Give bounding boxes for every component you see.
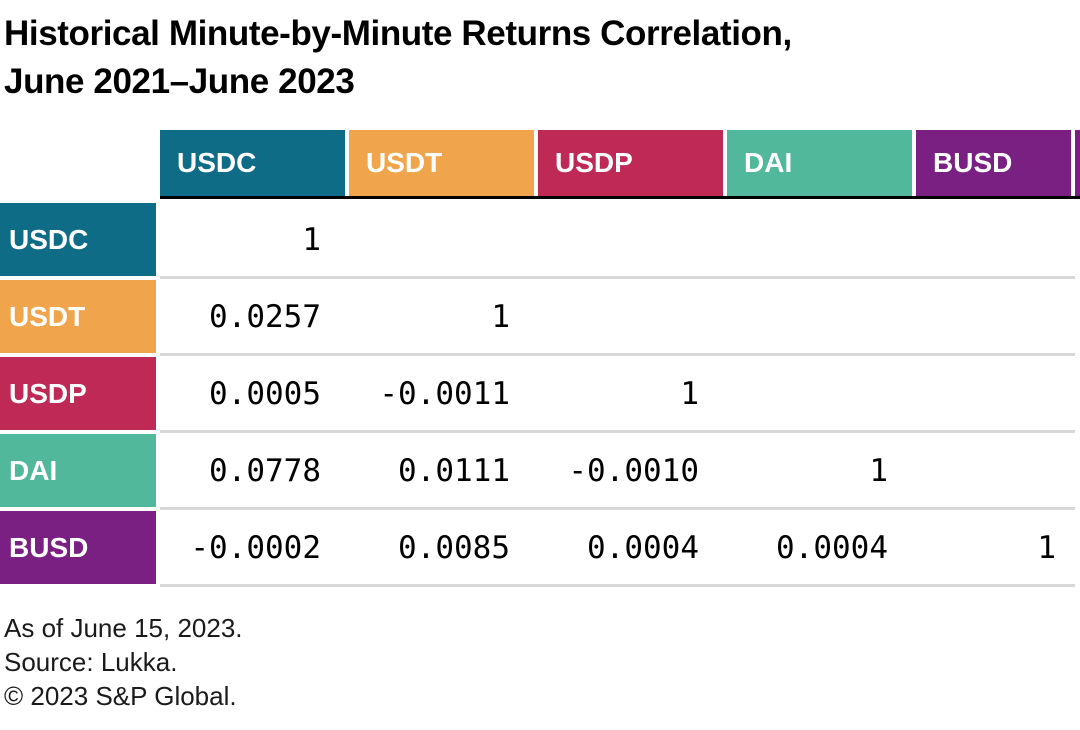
header-divider-rule	[160, 196, 1080, 199]
as-of-note: As of June 15, 2023.	[4, 613, 243, 643]
column-header-busd: BUSD	[916, 130, 1071, 196]
cell-usdp-usdt: -0.0011	[379, 375, 510, 412]
column-header-usdc: USDC	[160, 130, 345, 196]
cell-usdc-usdc: 1	[302, 221, 321, 258]
chart-title-line-2: June 2021–June 2023	[4, 62, 355, 101]
source-note: Source: Lukka.	[4, 647, 178, 677]
cell-usdt-dai	[727, 280, 912, 353]
cell-busd-usdp: 0.0004	[587, 529, 699, 566]
row-separator	[160, 507, 1075, 510]
row-separator	[160, 276, 1075, 279]
cell-usdc-dai	[727, 203, 912, 276]
chart-title: Historical Minute-by-Minute Returns Corr…	[4, 10, 792, 106]
copyright-note: © 2023 S&P Global.	[4, 681, 237, 711]
cell-usdt-usdp	[538, 280, 723, 353]
cell-busd-busd: 1	[1037, 529, 1056, 566]
cell-dai-usdt: 0.0111	[398, 452, 510, 489]
matrix-body: USDC 1 USDT 0.0257 1 USDP 0.0005 -0.0	[0, 203, 1080, 587]
row-separator	[160, 353, 1075, 356]
cell-usdc-usdp	[538, 203, 723, 276]
chart-title-line-1: Historical Minute-by-Minute Returns Corr…	[4, 14, 792, 53]
row-header-usdc: USDC	[0, 203, 156, 276]
cell-dai-dai: 1	[869, 452, 888, 489]
correlation-matrix-table: USDC USDT USDP DAI BUSD USDC 1 USDT 0.02…	[0, 130, 1080, 588]
row-separator	[160, 584, 1075, 587]
row-header-usdp: USDP	[0, 357, 156, 430]
column-header-usdt: USDT	[349, 130, 534, 196]
table-row-dai: DAI 0.0778 0.0111 -0.0010 1	[0, 434, 1080, 507]
cell-usdt-usdc: 0.0257	[209, 298, 321, 335]
table-row-usdc: USDC 1	[0, 203, 1080, 276]
cell-usdc-usdt	[349, 203, 534, 276]
cell-dai-busd	[916, 434, 1080, 507]
cell-usdp-busd	[916, 357, 1080, 430]
cell-busd-usdc: -0.0002	[190, 529, 321, 566]
column-header-row: USDC USDT USDP DAI BUSD	[160, 130, 1080, 196]
row-header-dai: DAI	[0, 434, 156, 507]
header-edge-sliver	[1075, 130, 1080, 196]
cell-busd-dai: 0.0004	[776, 529, 888, 566]
cell-usdc-busd	[916, 203, 1080, 276]
table-row-usdt: USDT 0.0257 1	[0, 280, 1080, 353]
column-header-dai: DAI	[727, 130, 912, 196]
table-row-busd: BUSD -0.0002 0.0085 0.0004 0.0004 1	[0, 511, 1080, 584]
row-separator	[160, 430, 1075, 433]
table-row-usdp: USDP 0.0005 -0.0011 1	[0, 357, 1080, 430]
footnotes: As of June 15, 2023. Source: Lukka. © 20…	[4, 611, 243, 713]
row-header-usdt: USDT	[0, 280, 156, 353]
cell-usdp-usdp: 1	[680, 375, 699, 412]
cell-busd-usdt: 0.0085	[398, 529, 510, 566]
column-header-usdp: USDP	[538, 130, 723, 196]
cell-usdp-usdc: 0.0005	[209, 375, 321, 412]
cell-dai-usdc: 0.0778	[209, 452, 321, 489]
cell-dai-usdp: -0.0010	[568, 452, 699, 489]
cell-usdt-usdt: 1	[491, 298, 510, 335]
cell-usdp-dai	[727, 357, 912, 430]
cell-usdt-busd	[916, 280, 1080, 353]
row-header-busd: BUSD	[0, 511, 156, 584]
